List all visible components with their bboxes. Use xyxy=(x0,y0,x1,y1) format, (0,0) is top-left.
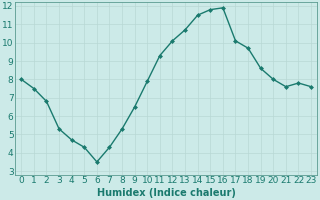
X-axis label: Humidex (Indice chaleur): Humidex (Indice chaleur) xyxy=(97,188,236,198)
